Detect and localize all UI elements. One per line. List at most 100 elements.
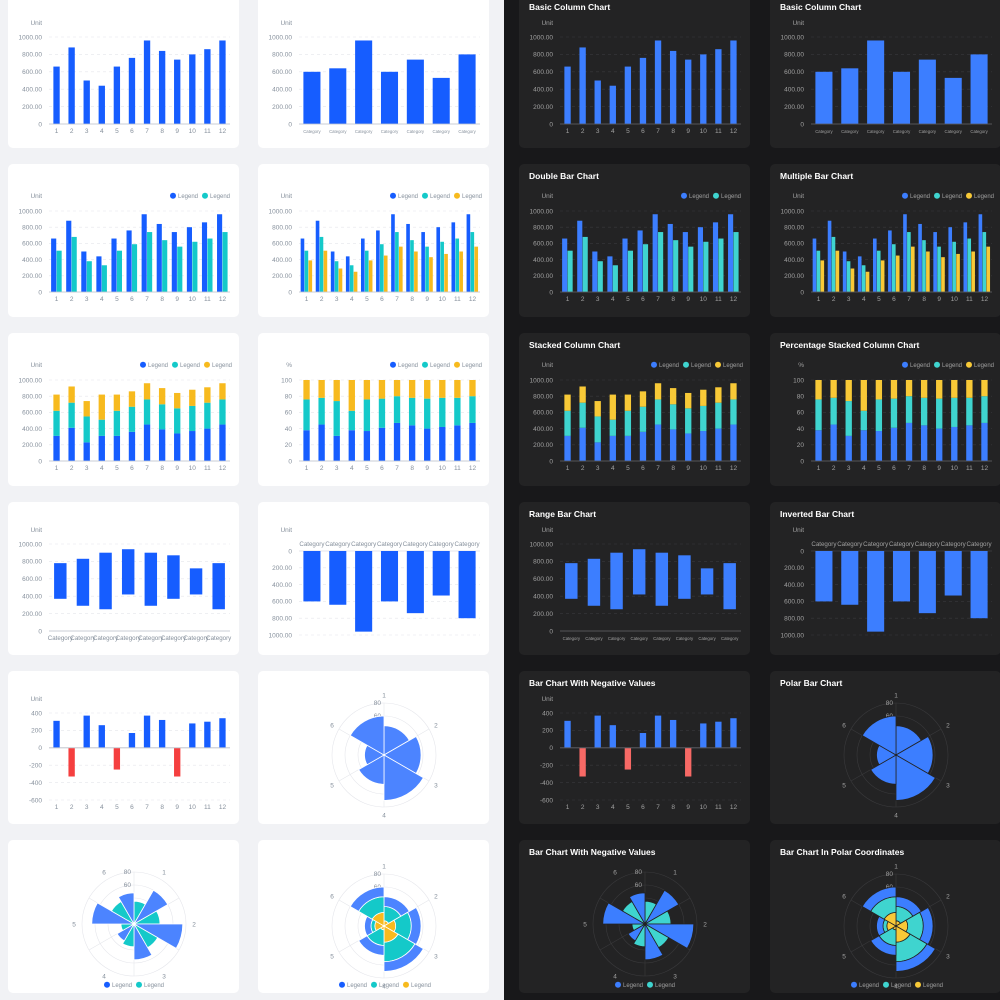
bar[interactable]: [685, 747, 692, 777]
bar[interactable]: [376, 230, 380, 292]
inverted-bar[interactable]: [815, 551, 833, 602]
bar[interactable]: [156, 223, 162, 292]
stacked-bar-segment[interactable]: [204, 402, 211, 429]
stacked-bar-segment[interactable]: [98, 394, 105, 420]
bar[interactable]: [926, 251, 930, 293]
stacked-bar-segment[interactable]: [439, 397, 446, 427]
bar[interactable]: [131, 244, 138, 292]
stacked-bar-segment[interactable]: [53, 394, 60, 411]
polar-sector[interactable]: [132, 923, 184, 949]
bar[interactable]: [192, 241, 198, 292]
stacked-bar-segment[interactable]: [875, 380, 883, 400]
stacked-bar-segment[interactable]: [845, 435, 852, 461]
bar[interactable]: [368, 260, 373, 292]
legend-label[interactable]: Legend: [430, 194, 450, 200]
bar[interactable]: [978, 214, 983, 292]
stacked-bar-segment[interactable]: [303, 430, 310, 461]
bar[interactable]: [338, 268, 343, 292]
stacked-bar-segment[interactable]: [174, 433, 181, 461]
bar[interactable]: [718, 238, 724, 292]
stacked-bar-segment[interactable]: [936, 380, 943, 399]
inverted-bar[interactable]: [329, 551, 347, 605]
stacked-bar-segment[interactable]: [890, 398, 898, 428]
stacked-bar-segment[interactable]: [669, 404, 677, 430]
stacked-bar-segment[interactable]: [905, 396, 913, 423]
stacked-bar-segment[interactable]: [654, 383, 662, 400]
bar[interactable]: [986, 246, 991, 292]
stacked-bar-segment[interactable]: [815, 380, 822, 400]
bar[interactable]: [410, 240, 414, 292]
bar[interactable]: [98, 85, 105, 124]
stacked-bar-segment[interactable]: [219, 399, 226, 425]
stacked-bar-segment[interactable]: [143, 424, 151, 461]
inverted-bar[interactable]: [380, 551, 399, 602]
stacked-bar-segment[interactable]: [715, 402, 722, 429]
legend-label[interactable]: Legend: [180, 363, 200, 369]
bar[interactable]: [116, 250, 123, 292]
stacked-bar-segment[interactable]: [669, 429, 677, 461]
legend-label[interactable]: Legend: [178, 194, 198, 200]
legend-label[interactable]: Legend: [659, 363, 679, 369]
stacked-bar-segment[interactable]: [424, 398, 431, 429]
stacked-bar-segment[interactable]: [966, 397, 973, 426]
stacked-bar-segment[interactable]: [454, 397, 461, 426]
bar[interactable]: [451, 222, 456, 292]
stacked-bar-segment[interactable]: [53, 435, 60, 461]
stacked-bar-segment[interactable]: [189, 389, 196, 406]
stacked-bar-segment[interactable]: [424, 380, 431, 399]
bar[interactable]: [728, 214, 734, 292]
bar[interactable]: [827, 220, 832, 292]
legend-label[interactable]: Legend: [210, 194, 230, 200]
stacked-bar-segment[interactable]: [408, 425, 416, 461]
stacked-bar-segment[interactable]: [363, 380, 371, 400]
stacked-bar-segment[interactable]: [454, 425, 461, 461]
stacked-bar-segment[interactable]: [348, 430, 355, 461]
stacked-bar-segment[interactable]: [158, 388, 166, 405]
bar[interactable]: [126, 230, 132, 292]
bar[interactable]: [612, 265, 618, 292]
stacked-bar-segment[interactable]: [860, 380, 867, 411]
stacked-bar-segment[interactable]: [333, 435, 340, 461]
bar[interactable]: [688, 246, 694, 292]
polar-sector[interactable]: [383, 754, 424, 801]
stacked-bar-segment[interactable]: [143, 399, 151, 425]
polar-sector[interactable]: [116, 922, 136, 942]
bar[interactable]: [458, 54, 476, 124]
bar[interactable]: [300, 238, 305, 292]
stacked-bar-segment[interactable]: [128, 431, 136, 461]
bar[interactable]: [391, 214, 395, 292]
bar[interactable]: [466, 214, 471, 292]
stacked-bar-segment[interactable]: [594, 416, 601, 443]
polar-sector[interactable]: [627, 922, 647, 942]
stacked-bar-segment[interactable]: [654, 424, 662, 461]
stacked-bar-segment[interactable]: [685, 408, 692, 434]
bar[interactable]: [933, 232, 937, 292]
stacked-bar-segment[interactable]: [303, 380, 310, 400]
stacked-bar-segment[interactable]: [98, 419, 105, 436]
bar[interactable]: [207, 238, 213, 292]
stacked-bar-segment[interactable]: [609, 435, 616, 461]
stacked-bar-segment[interactable]: [158, 429, 166, 461]
stacked-bar-segment[interactable]: [830, 424, 837, 461]
stacked-bar-segment[interactable]: [981, 380, 988, 397]
bar[interactable]: [436, 227, 441, 292]
bar[interactable]: [380, 71, 399, 124]
legend-label[interactable]: Legend: [623, 983, 643, 989]
bar[interactable]: [455, 238, 460, 292]
stacked-bar-segment[interactable]: [378, 398, 386, 428]
inverted-bar[interactable]: [944, 551, 962, 596]
stacked-bar-segment[interactable]: [654, 399, 662, 425]
stacked-bar-segment[interactable]: [624, 435, 632, 461]
stacked-bar-segment[interactable]: [579, 427, 586, 461]
stacked-bar-segment[interactable]: [966, 380, 973, 398]
stacked-bar-segment[interactable]: [424, 428, 431, 461]
bar[interactable]: [637, 230, 643, 292]
bar[interactable]: [147, 232, 153, 292]
bar[interactable]: [654, 40, 662, 125]
bar[interactable]: [579, 47, 586, 124]
polar-sector[interactable]: [358, 935, 385, 956]
bar[interactable]: [432, 77, 450, 124]
bar[interactable]: [971, 251, 975, 293]
stacked-bar-segment[interactable]: [815, 399, 822, 431]
stacked-bar-segment[interactable]: [158, 404, 166, 430]
